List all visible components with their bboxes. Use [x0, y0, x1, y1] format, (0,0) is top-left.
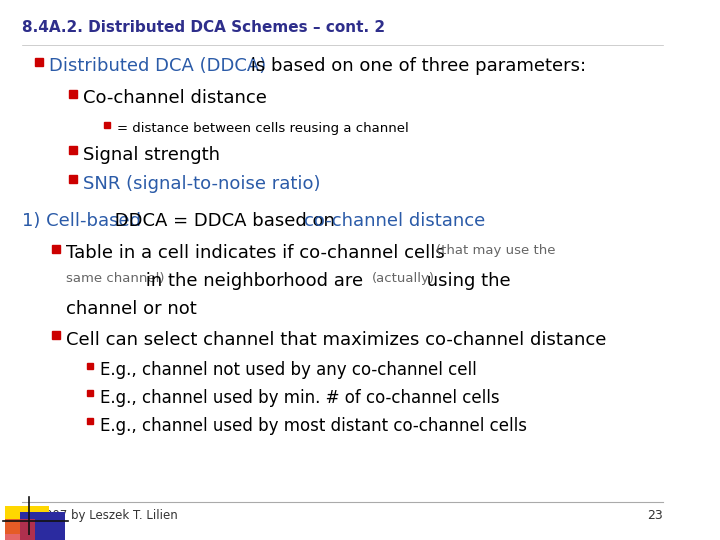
- Text: E.g., channel not used by any co-channel cell: E.g., channel not used by any co-channel…: [100, 361, 477, 379]
- Text: channel or not: channel or not: [66, 300, 197, 318]
- Text: same channel): same channel): [66, 272, 165, 285]
- Text: (that may use the: (that may use the: [436, 244, 556, 258]
- Text: 8.4A.2. Distributed DCA Schemes – cont. 2: 8.4A.2. Distributed DCA Schemes – cont. …: [22, 20, 385, 35]
- Text: E.g., channel used by most distant co-channel cells: E.g., channel used by most distant co-ch…: [100, 417, 527, 435]
- Text: 23: 23: [647, 509, 663, 522]
- Text: © 2007 by Leszek T. Lilien: © 2007 by Leszek T. Lilien: [22, 509, 178, 522]
- Text: SNR (signal-to-noise ratio): SNR (signal-to-noise ratio): [84, 175, 320, 193]
- Text: using the: using the: [420, 272, 510, 290]
- Text: is based on one of three parameters:: is based on one of three parameters:: [246, 57, 587, 76]
- FancyBboxPatch shape: [20, 512, 65, 539]
- FancyBboxPatch shape: [5, 519, 35, 539]
- Text: = distance between cells reusing a channel: = distance between cells reusing a chann…: [117, 122, 409, 134]
- Text: co-channel distance: co-channel distance: [304, 212, 485, 230]
- Text: Distributed DCA (DDCA): Distributed DCA (DDCA): [49, 57, 266, 76]
- Text: E.g., channel used by min. # of co-channel cells: E.g., channel used by min. # of co-chann…: [100, 389, 500, 407]
- Text: (actually): (actually): [372, 272, 435, 285]
- FancyBboxPatch shape: [5, 507, 49, 534]
- Text: Co-channel distance: Co-channel distance: [84, 90, 267, 107]
- Text: DDCA = DDCA based on: DDCA = DDCA based on: [109, 212, 341, 230]
- Text: Table in a cell indicates if co-channel cells: Table in a cell indicates if co-channel …: [66, 244, 451, 262]
- Text: in the neighborhood are: in the neighborhood are: [140, 272, 369, 290]
- Text: Cell can select channel that maximizes co-channel distance: Cell can select channel that maximizes c…: [66, 331, 606, 349]
- Text: 1) Cell-based: 1) Cell-based: [22, 212, 141, 230]
- Text: Signal strength: Signal strength: [84, 146, 220, 164]
